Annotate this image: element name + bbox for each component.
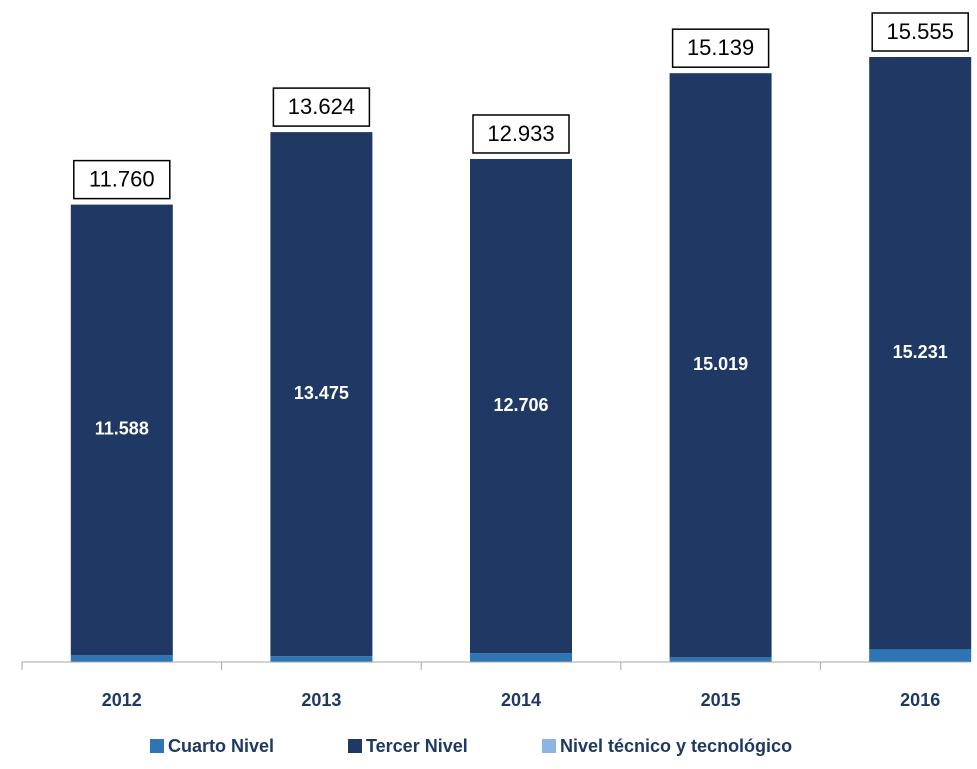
x-tick-label: 2015 bbox=[701, 690, 741, 710]
total-label: 12.933 bbox=[487, 121, 554, 146]
bar-segment bbox=[869, 57, 972, 650]
total-label: 11.760 bbox=[89, 166, 155, 191]
total-label: 15.555 bbox=[887, 19, 954, 44]
total-box bbox=[73, 159, 171, 200]
total-box bbox=[871, 12, 969, 52]
bar-segment bbox=[270, 132, 373, 657]
legend-label: Tercer Nivel bbox=[366, 736, 468, 756]
x-tick-label: 2013 bbox=[301, 690, 341, 710]
bar-segment bbox=[70, 204, 173, 656]
total-box bbox=[472, 114, 570, 154]
x-tick-label: 2014 bbox=[501, 690, 541, 710]
legend-label: Cuarto Nivel bbox=[168, 736, 274, 756]
bar-segment bbox=[470, 653, 572, 662]
segment-label: 12.706 bbox=[493, 395, 548, 415]
legend-swatch bbox=[348, 739, 362, 753]
segment-label: 13.475 bbox=[294, 383, 349, 403]
total-label: 13.624 bbox=[288, 94, 355, 119]
legend-swatch bbox=[150, 739, 164, 753]
x-tick-label: 2012 bbox=[102, 690, 142, 710]
total-box bbox=[272, 87, 371, 127]
legend-swatch bbox=[542, 739, 556, 753]
bar-segment bbox=[669, 657, 772, 662]
segment-label: 15.231 bbox=[893, 342, 948, 362]
segment-label: 11.588 bbox=[95, 419, 149, 439]
bar-segment bbox=[869, 649, 972, 662]
bar-segment bbox=[70, 655, 173, 662]
total-box bbox=[671, 28, 770, 68]
x-tick-label: 2016 bbox=[900, 690, 940, 710]
segment-label: 15.019 bbox=[693, 354, 748, 374]
bar-segment bbox=[669, 73, 772, 658]
total-label: 15.139 bbox=[687, 35, 754, 60]
legend-label: Nivel técnico y tecnológico bbox=[560, 736, 792, 756]
bar-segment bbox=[470, 158, 572, 654]
bar-segment bbox=[270, 656, 373, 662]
